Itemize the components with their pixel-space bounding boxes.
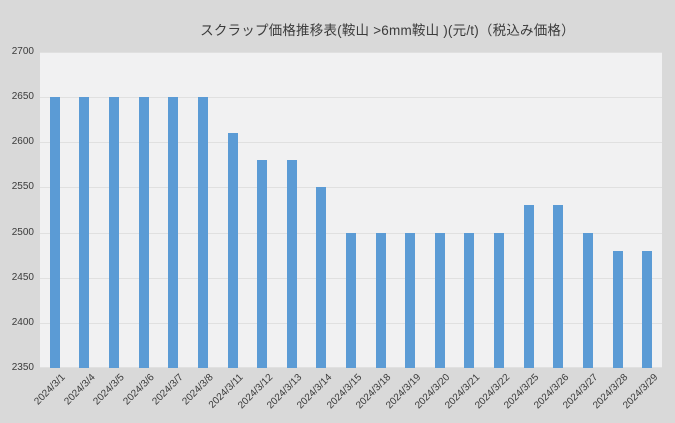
bar bbox=[405, 232, 416, 368]
x-axis-tick-label: 2024/3/13 bbox=[265, 372, 305, 412]
bar bbox=[582, 232, 593, 368]
x-axis-tick-label: 2024/3/6 bbox=[121, 372, 157, 408]
x-axis-tick-label: 2024/3/22 bbox=[472, 372, 512, 412]
x-axis-tick-label: 2024/3/18 bbox=[354, 372, 394, 412]
x-axis-tick-label: 2024/3/19 bbox=[383, 372, 424, 412]
x-axis-tick-label: 2024/3/21 bbox=[443, 372, 483, 412]
bar bbox=[79, 97, 90, 368]
bar bbox=[375, 232, 386, 368]
gridline bbox=[40, 142, 662, 143]
y-axis-tick-label: 2650 bbox=[11, 91, 34, 103]
bar bbox=[523, 205, 534, 368]
y-axis-tick-label: 2450 bbox=[11, 271, 34, 283]
x-axis-tick-label: 2024/3/4 bbox=[61, 372, 98, 408]
x-axis-tick-label: 2024/3/12 bbox=[235, 372, 275, 412]
x-axis-tick-label: 2024/3/5 bbox=[91, 372, 127, 408]
x-axis-tick-label: 2024/3/11 bbox=[206, 372, 246, 411]
bar bbox=[138, 97, 149, 368]
y-axis-tick-label: 2600 bbox=[11, 136, 34, 148]
y-axis-tick-label: 2350 bbox=[11, 362, 34, 373]
x-axis-tick-label: 2024/3/7 bbox=[150, 372, 187, 408]
x-axis-tick-label: 2024/3/1 bbox=[32, 372, 68, 408]
gridline bbox=[40, 52, 662, 53]
x-axis-tick-label: 2024/3/29 bbox=[620, 372, 660, 412]
x-axis-tick-label: 2024/3/8 bbox=[180, 372, 216, 408]
bar bbox=[553, 205, 564, 368]
y-axis-tick-label: 2700 bbox=[11, 46, 34, 57]
x-axis-tick-label: 2024/3/27 bbox=[561, 372, 601, 412]
x-axis-tick-label: 2024/3/26 bbox=[531, 372, 572, 412]
bar bbox=[464, 232, 475, 368]
y-axis-tick-label: 2500 bbox=[11, 226, 34, 238]
gridline bbox=[40, 97, 662, 98]
bar bbox=[257, 160, 268, 368]
gridline bbox=[40, 187, 662, 188]
x-axis-tick-label: 2024/3/25 bbox=[502, 372, 542, 412]
bar bbox=[49, 97, 60, 368]
y-axis-tick-label: 2400 bbox=[11, 316, 34, 328]
bar bbox=[286, 160, 297, 368]
bar bbox=[612, 250, 623, 368]
bar bbox=[346, 232, 356, 368]
x-axis-tick-label: 2024/3/14 bbox=[294, 372, 335, 412]
bar bbox=[109, 97, 120, 368]
y-axis-tick-label: 2550 bbox=[11, 181, 34, 193]
x-axis-tick-label: 2024/3/15 bbox=[324, 372, 364, 412]
bar bbox=[494, 232, 505, 368]
x-axis-tick-label: 2024/3/20 bbox=[413, 372, 453, 412]
chart-title: スクラップ価格推移表(鞍山 >6mm鞍山 )(元/t)（税込み価格） bbox=[200, 23, 575, 38]
bar bbox=[197, 97, 208, 368]
bar bbox=[168, 97, 179, 368]
bar bbox=[227, 133, 238, 368]
bar bbox=[316, 187, 327, 368]
x-axis-tick-label: 2024/3/28 bbox=[591, 372, 631, 412]
plot-area bbox=[40, 52, 662, 368]
bar bbox=[642, 250, 653, 368]
bar bbox=[434, 232, 445, 368]
